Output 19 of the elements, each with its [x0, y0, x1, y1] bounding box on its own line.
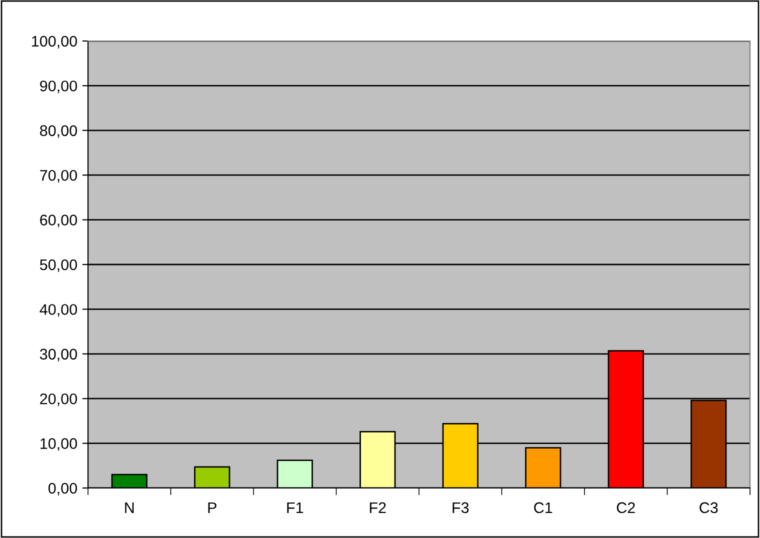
- y-tick-label: 40,00: [40, 304, 77, 317]
- y-tick-label: 30,00: [40, 348, 77, 362]
- x-tick-label: P: [208, 502, 216, 513]
- y-tick-label: 0,00: [48, 482, 77, 496]
- x-tick-label: C3: [700, 502, 718, 514]
- y-tick-label: 10,00: [40, 438, 77, 451]
- x-tick-label: F3: [452, 502, 469, 514]
- x-tick-label: C1: [534, 502, 552, 514]
- x-tick-label: F1: [287, 502, 304, 513]
- y-tick-label: 80,00: [40, 125, 77, 138]
- x-tick-label: F2: [370, 502, 386, 513]
- y-tick-label: 20,00: [40, 393, 77, 406]
- y-tick-label: 60,00: [40, 214, 77, 228]
- y-tick-label: 70,00: [40, 170, 77, 183]
- y-tick-label: 90,00: [40, 80, 77, 94]
- x-tick-label: N: [125, 502, 134, 513]
- x-tick-label: C2: [616, 502, 635, 514]
- y-tick-label: 50,00: [40, 259, 77, 272]
- y-tick-label: 100,00: [32, 36, 77, 48]
